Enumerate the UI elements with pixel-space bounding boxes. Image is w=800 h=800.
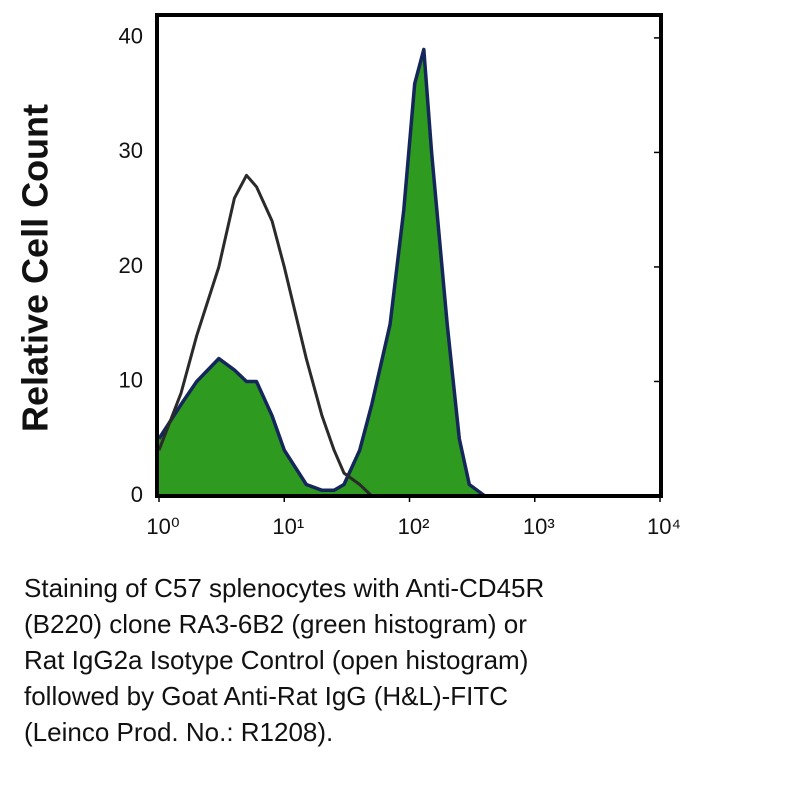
- y-tick-label: 20: [119, 253, 143, 278]
- x-tick-label: 10²: [398, 514, 430, 539]
- caption-line: Staining of C57 splenocytes with Anti-CD…: [24, 573, 544, 603]
- x-tick-label: 10³: [523, 514, 555, 539]
- histogram-area: [159, 49, 660, 497]
- caption-line: followed by Goat Anti-Rat IgG (H&L)-FITC: [24, 681, 508, 711]
- y-axis-label: Relative Cell Count: [15, 104, 56, 432]
- x-tick-label: 10⁴: [647, 514, 681, 539]
- y-tick-label: 30: [119, 138, 143, 163]
- y-tick-label: 10: [119, 367, 143, 392]
- y-tick-label: 0: [131, 482, 143, 507]
- caption-line: (B220) clone RA3-6B2 (green histogram) o…: [24, 609, 527, 639]
- caption-line: (Leinco Prod. No.: R1208).: [24, 717, 333, 747]
- y-tick-label: 40: [119, 24, 143, 49]
- histogram-outline: [157, 47, 660, 498]
- caption-line: Rat IgG2a Isotype Control (open histogra…: [24, 645, 528, 675]
- x-tick-label: 10¹: [272, 514, 304, 539]
- x-tick-label: 10⁰: [146, 514, 179, 539]
